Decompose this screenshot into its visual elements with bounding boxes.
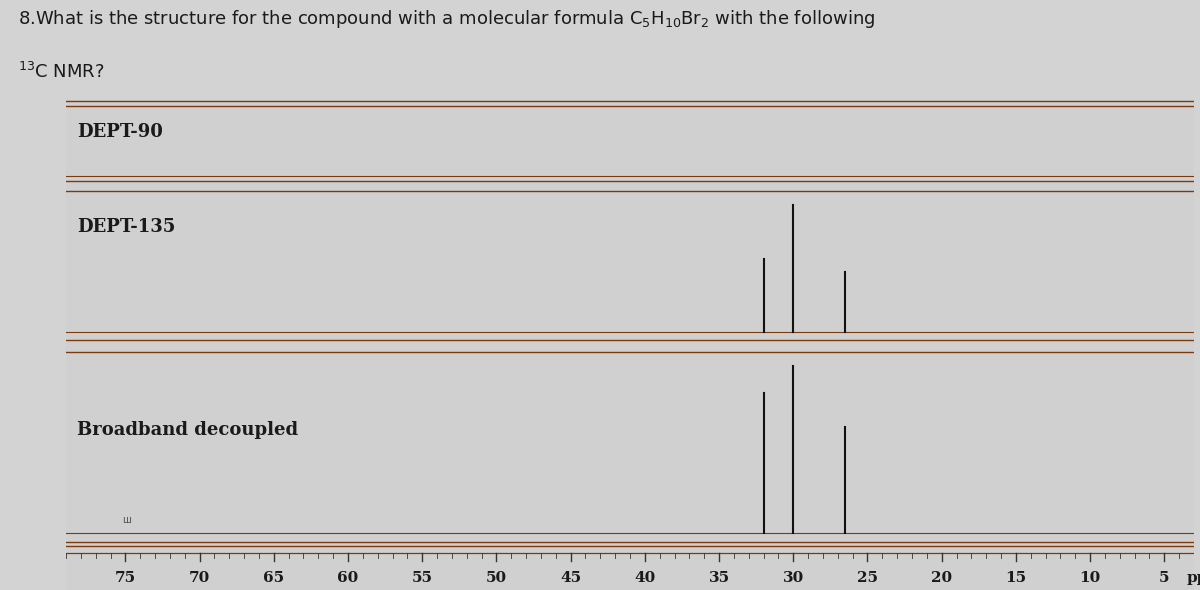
Text: DEPT-135: DEPT-135	[77, 218, 175, 236]
Text: 70: 70	[188, 571, 210, 585]
Text: 15: 15	[1006, 571, 1026, 585]
Text: 60: 60	[337, 571, 359, 585]
Text: ppm: ppm	[1187, 571, 1200, 585]
Text: 25: 25	[857, 571, 878, 585]
Text: 65: 65	[263, 571, 284, 585]
Text: $^{13}$C NMR?: $^{13}$C NMR?	[18, 62, 104, 82]
Text: 40: 40	[635, 571, 655, 585]
Text: Broadband decoupled: Broadband decoupled	[77, 421, 299, 438]
Text: 45: 45	[560, 571, 581, 585]
Text: 50: 50	[486, 571, 506, 585]
Text: ш: ш	[122, 515, 131, 525]
Text: 5: 5	[1159, 571, 1170, 585]
Text: DEPT-90: DEPT-90	[77, 123, 163, 141]
Text: 8.What is the structure for the compound with a molecular formula C$_5$H$_{10}$B: 8.What is the structure for the compound…	[18, 8, 875, 30]
Text: 35: 35	[708, 571, 730, 585]
Text: 30: 30	[782, 571, 804, 585]
Text: 55: 55	[412, 571, 433, 585]
Text: 20: 20	[931, 571, 953, 585]
Text: 75: 75	[115, 571, 136, 585]
Text: 10: 10	[1080, 571, 1100, 585]
